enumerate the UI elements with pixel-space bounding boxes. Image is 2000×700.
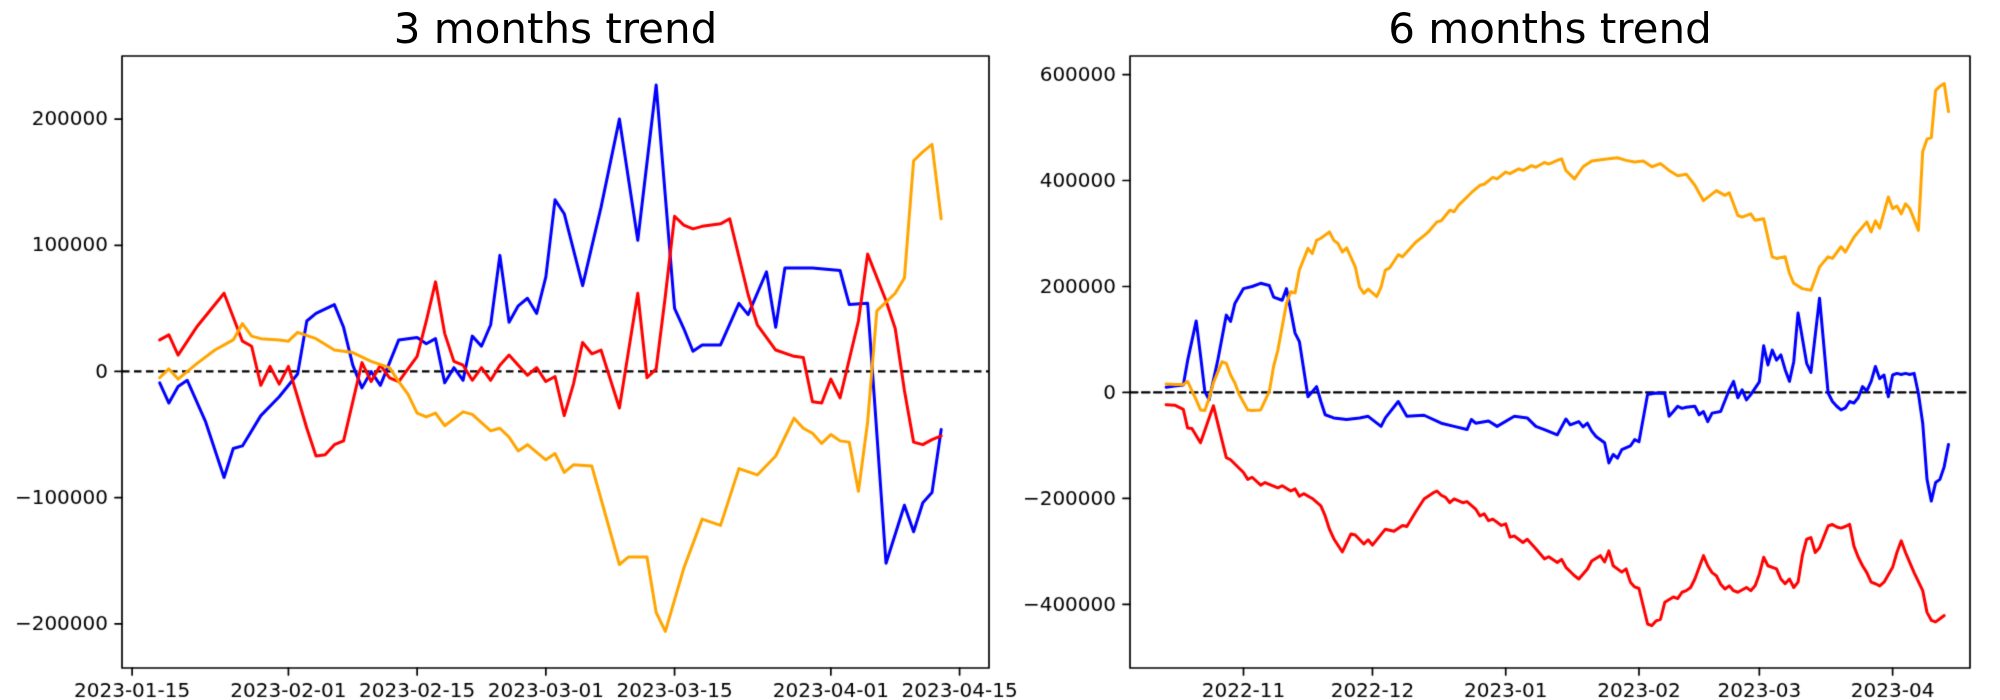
chart-title-3-months: 3 months trend	[393, 4, 718, 53]
chart-title-6-months: 6 months trend	[1388, 4, 1712, 53]
